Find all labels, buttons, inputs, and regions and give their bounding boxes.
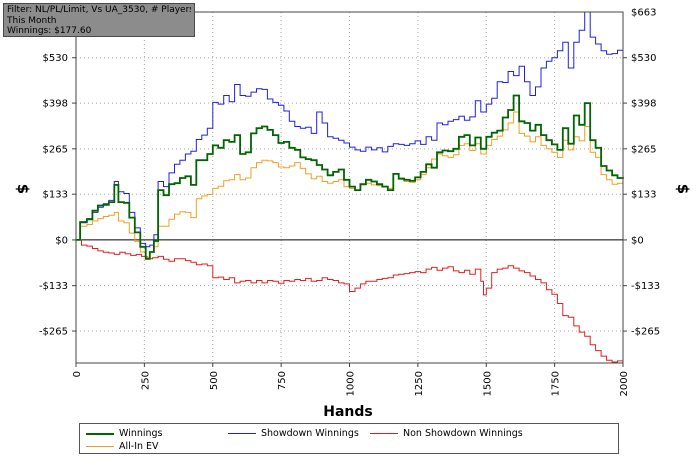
- series-line-winnings: [76, 94, 624, 260]
- filter-text: Filter: NL/PL/Limit, Vs UA_3530, # Playe…: [7, 5, 191, 15]
- x-tick-label: 750: [277, 371, 288, 390]
- y-tick-label-left: -$133: [39, 281, 68, 292]
- x-tick-label: 2000: [619, 371, 630, 396]
- y-tick-label-left: $530: [43, 53, 68, 64]
- legend-swatch-showdown: [228, 433, 256, 434]
- legend-swatch-non-showdown: [370, 433, 398, 434]
- y-tick-label-left: $133: [43, 190, 68, 201]
- legend-item-winnings: Winnings: [86, 428, 163, 439]
- y-top-label-right: $663: [631, 8, 656, 19]
- y-tick-label-right: $0: [631, 235, 644, 246]
- y-tick-label-left: $0: [55, 235, 68, 246]
- legend-swatch-winnings: [86, 432, 114, 435]
- period-text: This Month: [7, 15, 57, 26]
- x-axis-label: Hands: [323, 404, 373, 420]
- y-tick-label-right: $133: [631, 190, 656, 201]
- winnings-total-text: Winnings: $177.60: [7, 26, 92, 36]
- y-tick-label-left: $265: [43, 144, 68, 155]
- x-tick-label: 500: [209, 371, 220, 390]
- y-axis-label-right: $: [674, 184, 692, 194]
- legend-swatch-allin-ev: [86, 446, 114, 447]
- x-tick-label: 250: [140, 371, 151, 390]
- legend-label-allin-ev: All-In EV: [119, 441, 159, 452]
- y-tick-label-left: $398: [43, 99, 68, 110]
- y-tick-label-right: $265: [631, 144, 656, 155]
- legend-label-non-showdown: Non Showdown Winnings: [403, 428, 523, 439]
- chart-legend: Winnings Showdown Winnings Non Showdown …: [79, 423, 619, 454]
- y-tick-label-right: -$265: [631, 327, 660, 338]
- legend-item-allin-ev: All-In EV: [86, 441, 159, 452]
- y-tick-label-right: $530: [631, 53, 656, 64]
- legend-label-winnings: Winnings: [119, 428, 163, 439]
- x-tick-label: 1500: [482, 371, 493, 396]
- x-tick-label: 1250: [414, 371, 425, 396]
- series-line-showdown-winnings: [76, 11, 624, 248]
- y-axis-label-left: $: [14, 184, 32, 194]
- x-tick-label: 1750: [551, 371, 562, 396]
- y-tick-label-left: -$265: [39, 327, 68, 338]
- y-tick-label-right: $398: [631, 99, 656, 110]
- legend-label-showdown: Showdown Winnings: [261, 428, 359, 439]
- legend-item-non-showdown: Non Showdown Winnings: [370, 428, 523, 439]
- x-tick-label: 0: [72, 371, 83, 377]
- y-tick-label-right: -$133: [631, 281, 660, 292]
- series-line-non-showdown-winnings: [76, 239, 624, 363]
- x-tick-label: 1000: [346, 371, 357, 396]
- filter-info-box: Filter: NL/PL/Limit, Vs UA_3530, # Playe…: [3, 3, 195, 37]
- legend-item-showdown: Showdown Winnings: [228, 428, 359, 439]
